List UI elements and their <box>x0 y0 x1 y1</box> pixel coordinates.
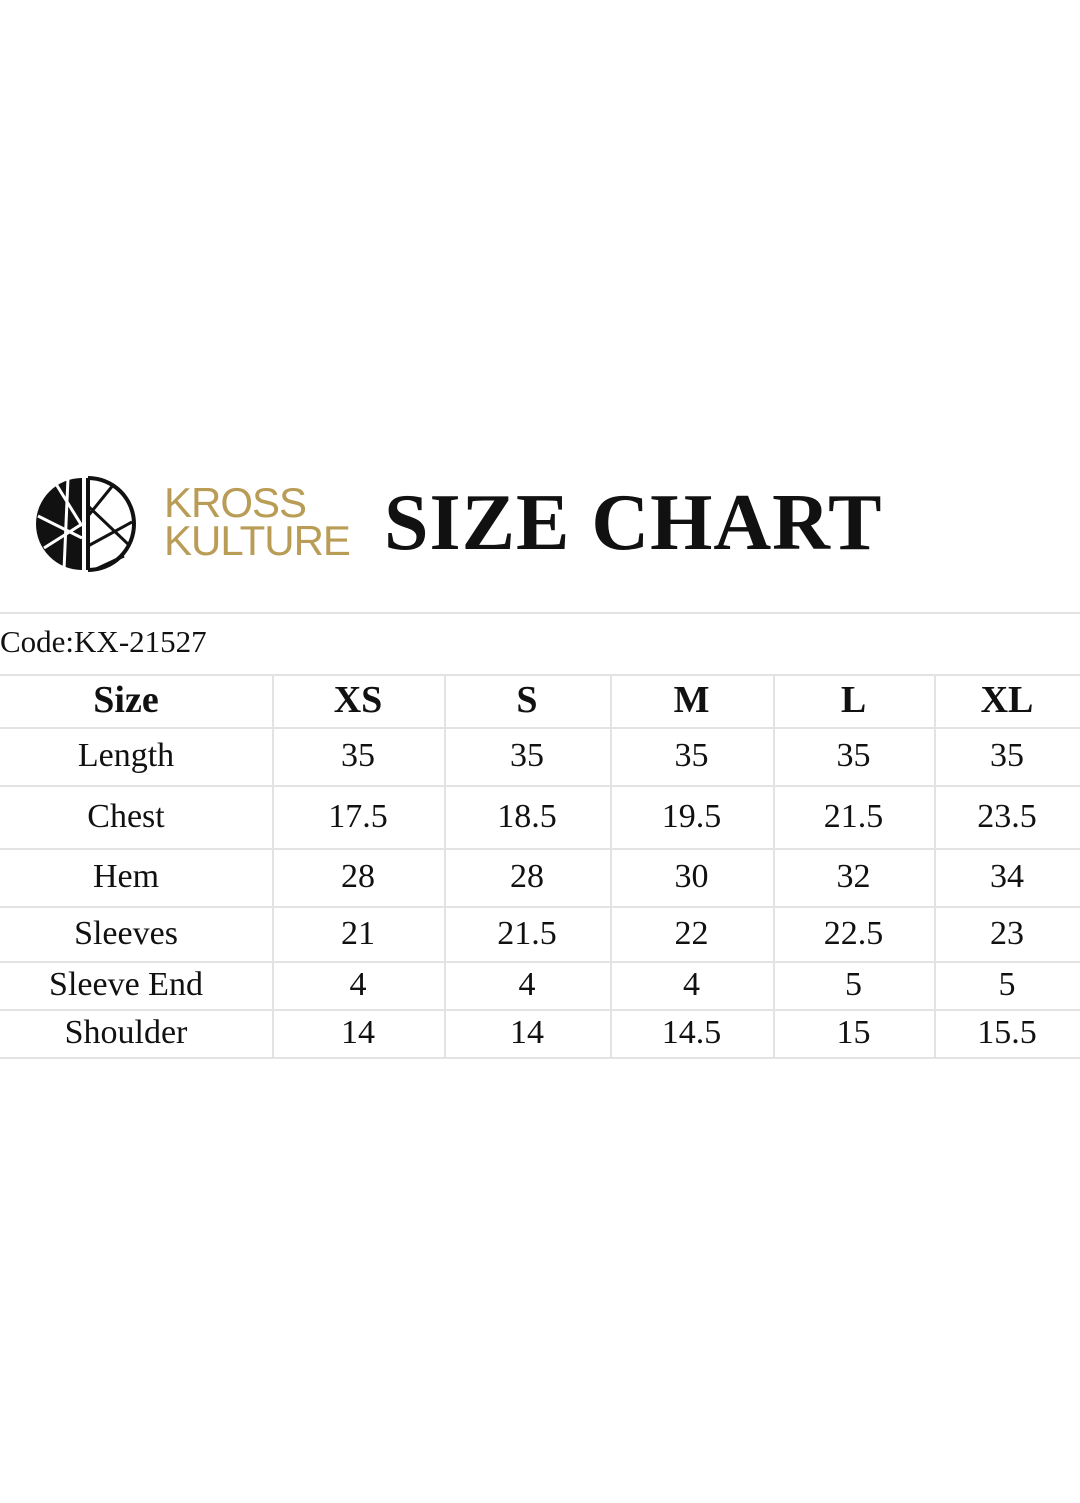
table-divider <box>0 785 1080 787</box>
table-cell: 23 <box>990 915 1024 952</box>
table-cell: Shoulder <box>64 1014 188 1051</box>
table-cell: 22 <box>674 915 709 952</box>
table-cell: 35 <box>674 737 709 774</box>
table-cell: 21 <box>341 915 375 952</box>
table-cell: Sleeve End <box>49 966 203 1003</box>
column-header: M <box>673 679 710 721</box>
table-cell: 15 <box>836 1014 871 1051</box>
column-header: L <box>840 679 867 721</box>
product-code: Code:KX-21527 <box>0 624 207 659</box>
table-divider <box>934 674 936 1058</box>
table-cell: Length <box>77 737 175 774</box>
table-cell: 28 <box>510 858 544 895</box>
column-header: XS <box>333 679 383 721</box>
table-cell: 21.5 <box>823 798 884 835</box>
table-cell: 23.5 <box>977 798 1037 835</box>
table-cell: 14 <box>510 1014 544 1051</box>
table-cell: 32 <box>836 858 871 895</box>
table-cell: 21.5 <box>497 915 557 952</box>
table-divider <box>272 674 274 1058</box>
table-divider <box>610 674 612 1058</box>
table-cell: 4 <box>349 966 367 1003</box>
table-divider <box>0 1057 1080 1059</box>
table-cell: Hem <box>92 858 160 895</box>
table-cell: Chest <box>87 798 165 835</box>
table-cell: 5 <box>845 966 862 1003</box>
kross-kulture-logo-icon <box>36 476 136 572</box>
table-divider <box>0 848 1080 850</box>
table-divider <box>0 1009 1080 1011</box>
brand-line-2: KULTURE <box>164 517 351 564</box>
table-cell: 4 <box>683 966 700 1003</box>
table-divider <box>0 674 1080 676</box>
table-cell: 19.5 <box>661 798 722 835</box>
column-header: S <box>516 679 538 721</box>
table-cell: 35 <box>836 737 871 774</box>
table-cell: 34 <box>990 858 1024 895</box>
table-cell: Sleeves <box>74 915 178 952</box>
column-header: Size <box>93 679 159 721</box>
table-cell: 17.5 <box>328 798 388 835</box>
table-cell: 15.5 <box>977 1014 1037 1051</box>
table-divider <box>0 961 1080 963</box>
table-cell: 14 <box>341 1014 375 1051</box>
brand-name: KROSS KULTURE <box>164 479 351 564</box>
table-cell: 35 <box>990 737 1024 774</box>
table-cell: 35 <box>341 737 375 774</box>
table-divider <box>773 674 775 1058</box>
table-cell: 4 <box>518 966 536 1003</box>
table-cell: 14.5 <box>661 1014 722 1051</box>
table-divider <box>0 906 1080 908</box>
table-divider <box>0 612 1080 614</box>
table-cell: 35 <box>510 737 544 774</box>
table-divider <box>444 674 446 1058</box>
table-divider <box>0 727 1080 729</box>
table-cell: 5 <box>998 966 1016 1003</box>
table-cell: 18.5 <box>497 798 557 835</box>
page-title: SIZE CHART <box>384 479 883 567</box>
table-cell: 22.5 <box>823 915 884 952</box>
brand-line-1: KROSS <box>164 479 307 526</box>
column-header: XL <box>980 679 1034 721</box>
table-cell: 30 <box>674 858 709 895</box>
table-cell: 28 <box>341 858 375 895</box>
